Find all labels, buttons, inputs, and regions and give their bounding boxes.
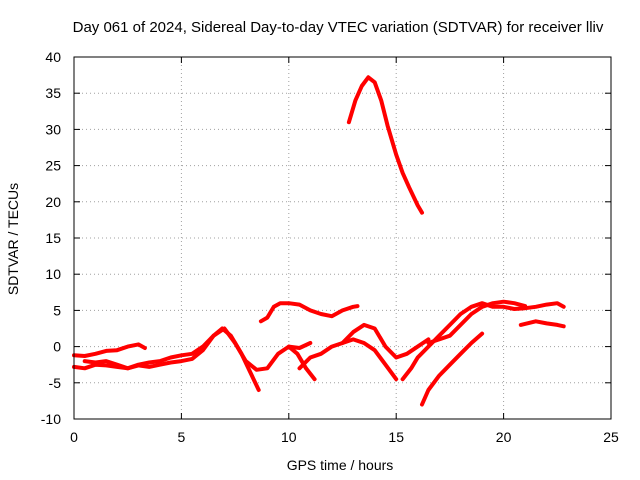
y-tick-label: 30: [45, 121, 61, 137]
y-tick-label: 40: [45, 49, 61, 65]
y-tick-label: -10: [41, 411, 61, 427]
series-arc-6: [297, 337, 399, 382]
data-series: [72, 75, 566, 407]
y-tick-label: 0: [53, 339, 61, 355]
chart-title: Day 061 of 2024, Sidereal Day-to-day VTE…: [73, 19, 604, 36]
x-tick-label: 20: [496, 429, 512, 445]
y-tick-label: 5: [53, 302, 61, 318]
y-tick-label: 35: [45, 85, 61, 101]
y-tick-label: 15: [45, 230, 61, 246]
y-axis-label: SDTVAR / TECUs: [5, 183, 21, 295]
x-axis-label: GPS time / hours: [287, 457, 394, 473]
tick-labels: 0 5 10 15 20 25 -10 -5 0 5 10 15 20 25 30 35 40: [41, 49, 619, 445]
x-tick-label: 5: [178, 429, 186, 445]
x-tick-label: 0: [70, 429, 78, 445]
series-arc-7: [340, 322, 431, 360]
series-arc-5: [286, 344, 317, 382]
x-tick-label: 25: [603, 429, 619, 445]
y-tick-label: 20: [45, 194, 61, 210]
y-tick-label: 10: [45, 266, 61, 282]
series-arc-8: [346, 75, 424, 215]
y-tick-label: -5: [49, 375, 62, 391]
axis-ticks: [73, 56, 612, 420]
series-arc-1: [72, 342, 147, 358]
series-arc-12: [518, 319, 566, 329]
series-arc-9: [400, 301, 566, 382]
x-tick-label: 15: [388, 429, 404, 445]
series-arc-4: [258, 301, 360, 324]
y-tick-label: 25: [45, 158, 61, 174]
x-tick-label: 10: [281, 429, 297, 445]
series-arc-3: [82, 326, 313, 372]
series-arc-11: [420, 331, 485, 407]
series-arc-10: [426, 299, 528, 345]
